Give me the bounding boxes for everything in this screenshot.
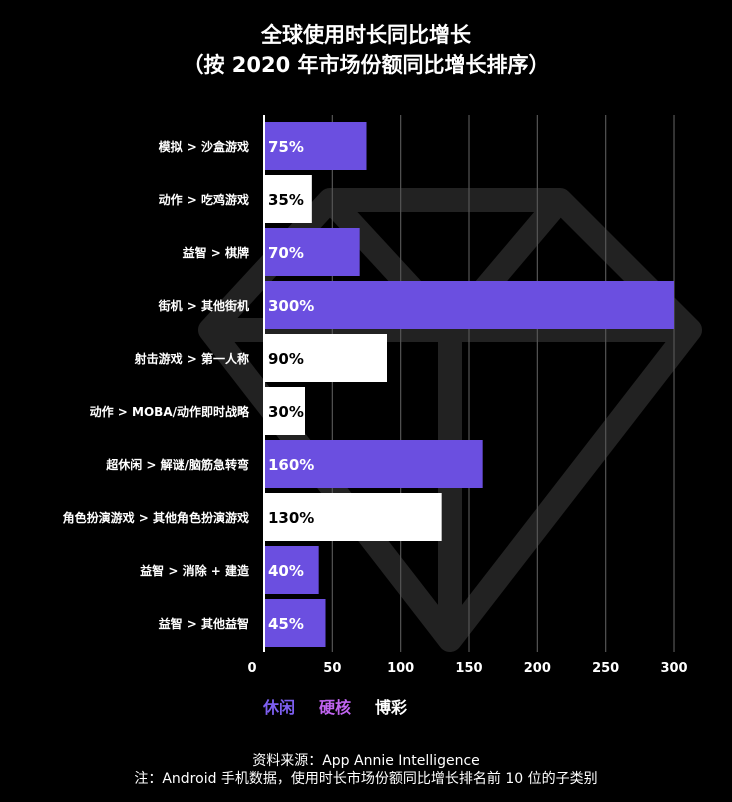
category-label: 动作 > 吃鸡游戏: [159, 192, 249, 207]
bar-value-label: 40%: [268, 562, 304, 580]
bar: [264, 387, 306, 435]
bar-value-label: 35%: [268, 191, 304, 209]
bar-value-label: 30%: [268, 403, 304, 421]
bar-value-label: 160%: [268, 456, 314, 474]
footnote: 注：Android 手机数据，使用时长市场份额同比增长排名前 10 位的子类别: [134, 771, 598, 787]
x-tick-label: 150: [455, 661, 482, 676]
category-label: 模拟 > 沙盒游戏: [159, 139, 249, 154]
category-label: 角色扮演游戏 > 其他角色扮演游戏: [63, 510, 249, 525]
legend: 休闲 硬核 博彩: [263, 694, 407, 718]
bar-value-label: 130%: [268, 509, 314, 527]
x-tick-label: 50: [323, 661, 341, 676]
bar-value-label: 70%: [268, 244, 304, 262]
bar-value-label: 300%: [268, 297, 314, 315]
x-tick-label: 250: [592, 661, 619, 676]
category-label: 动作 > MOBA/动作即时战略: [90, 404, 250, 419]
bar: [264, 228, 360, 276]
bar: [264, 281, 675, 329]
legend-item-casino: 博彩: [375, 698, 408, 717]
watermark-stroke: [321, 191, 570, 342]
legend-item-casual: 休闲: [263, 698, 296, 717]
category-label: 射击游戏 > 第一人称: [134, 351, 249, 366]
category-label: 超休闲 > 解谜/脑筋急转弯: [105, 457, 249, 472]
bar: [264, 546, 319, 594]
bar: [264, 493, 442, 541]
bar-value-label: 75%: [268, 138, 304, 156]
chart-title: 全球使用时长同比增长: [261, 23, 471, 47]
x-tick-label: 300: [660, 661, 687, 676]
bar: [264, 334, 388, 382]
x-tick-label: 200: [524, 661, 551, 676]
bar-value-label: 45%: [268, 615, 304, 633]
bar: [264, 440, 483, 488]
x-tick-label: 100: [387, 661, 414, 676]
category-label: 益智 > 消除 + 建造: [140, 563, 250, 578]
bar: [264, 599, 326, 647]
source-note: 资料来源：App Annie Intelligence: [252, 753, 480, 769]
bar-value-label: 90%: [268, 350, 304, 368]
bar: [264, 175, 312, 223]
chart-subtitle: （按 2020 年市场份额同比增长排序）: [182, 53, 550, 77]
bar: [264, 122, 367, 170]
x-tick-label: 0: [247, 661, 256, 676]
legend-item-hardcore: 硬核: [319, 698, 352, 717]
category-label: 街机 > 其他街机: [158, 298, 249, 313]
category-label: 益智 > 棋牌: [183, 245, 249, 260]
category-label: 益智 > 其他益智: [159, 616, 249, 631]
